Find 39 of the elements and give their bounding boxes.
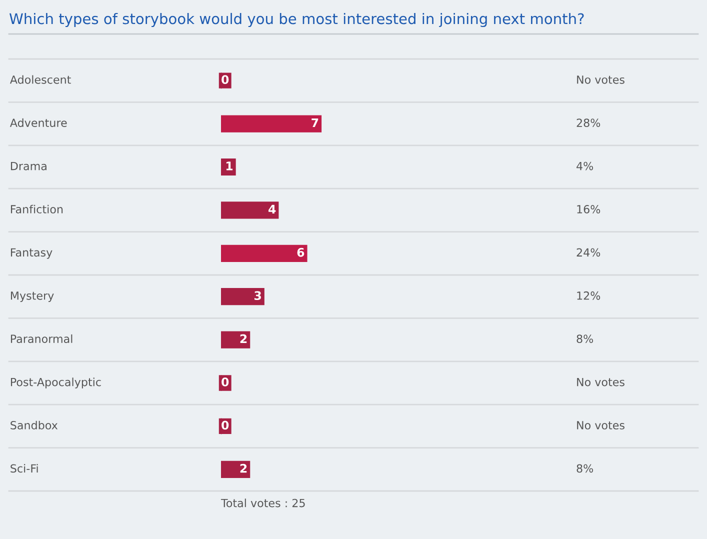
bar (221, 158, 236, 176)
bar (221, 202, 279, 219)
data-label: 0 (222, 377, 229, 386)
data-label: 6 (297, 248, 304, 257)
text: 4% (576, 162, 594, 170)
y-tick-label: Mystery (10, 292, 54, 302)
data-label: 1 (226, 162, 233, 170)
y-tick-label: Post-Apocalyptic (10, 378, 101, 388)
text: 8% (576, 464, 594, 473)
y-tick-label: Sci-Fi (10, 464, 38, 473)
bar (221, 288, 264, 306)
y-tick-label: Paranormal (10, 334, 72, 344)
data-label: 0 (222, 420, 229, 430)
data-label: 0 (222, 75, 229, 84)
text: No votes (577, 421, 624, 430)
text: 12% (577, 291, 600, 300)
data-label: 2 (240, 464, 247, 473)
y-tick-label: Fanfiction (10, 204, 63, 214)
y-tick-label: Sandbox (10, 420, 58, 430)
y-tick-label: Drama (10, 162, 46, 170)
data-label: 2 (240, 334, 247, 344)
text: Total votes : 25 (220, 498, 305, 508)
bar (221, 115, 322, 132)
text: 16% (577, 205, 600, 214)
text: 8% (576, 334, 594, 344)
bar (221, 244, 308, 262)
text: 24% (576, 248, 600, 257)
text: No votes (577, 76, 624, 84)
data-label: 4 (268, 204, 276, 214)
bar (221, 331, 250, 348)
chart-title: Which types of storybook would you be most interested in joining next month? (9, 12, 584, 28)
text: No votes (577, 378, 624, 386)
y-tick-label: Adolescent (10, 75, 71, 84)
bar (221, 460, 250, 478)
data-label: 7 (312, 118, 318, 128)
data-label: 3 (254, 291, 261, 300)
y-tick-label: Fantasy (10, 248, 52, 259)
text: 28% (576, 118, 600, 128)
y-tick-label: Adventure (10, 118, 67, 128)
